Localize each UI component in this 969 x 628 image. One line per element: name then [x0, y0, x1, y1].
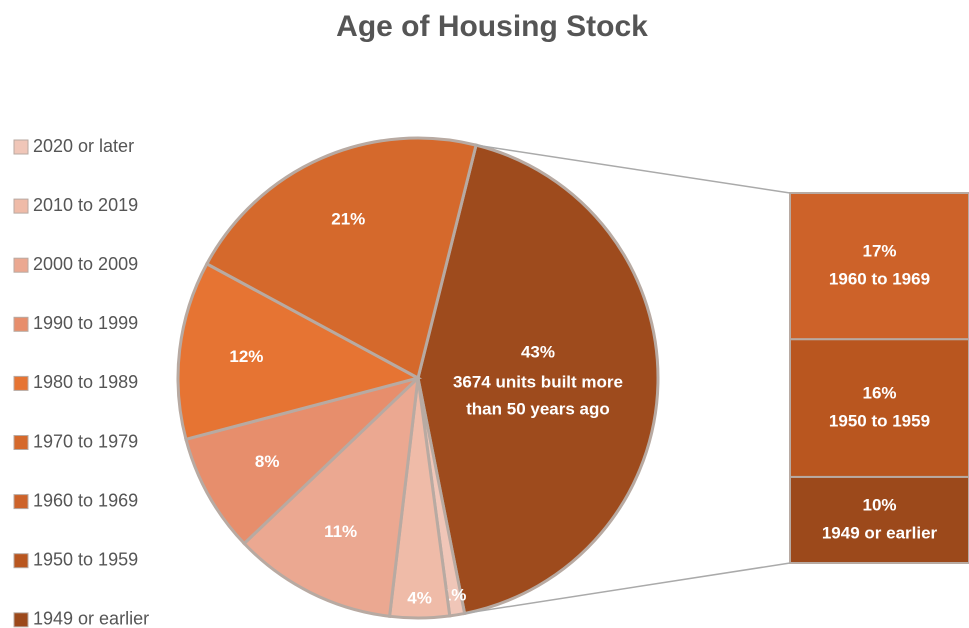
pie-slice [242, 374, 420, 618]
data-label: 17% [862, 242, 896, 261]
legend-swatch [13, 494, 29, 510]
pie-slice [416, 143, 660, 616]
pie-slice [184, 376, 420, 546]
bar-segment [789, 475, 969, 564]
legend-label: 1950 to 1959 [33, 549, 138, 569]
bar-segment [789, 192, 969, 341]
legend-swatch [13, 375, 29, 391]
pie-slice [176, 261, 423, 442]
legend-label: 1949 or earlier [33, 609, 149, 628]
data-label: 12% [229, 347, 263, 366]
legend-label: 1990 to 1999 [33, 313, 138, 333]
legend-swatch [13, 612, 29, 628]
legend-label: 2000 to 2009 [33, 254, 138, 274]
data-label: 1960 to 1969 [829, 270, 930, 289]
data-label: 3674 units built more [453, 372, 623, 391]
legend-swatch [13, 257, 29, 273]
data-label: 43% [521, 342, 555, 361]
data-label: than 50 years ago [466, 399, 610, 418]
data-label: 21% [331, 209, 365, 228]
legend-swatch [13, 553, 29, 569]
legend-label: 1970 to 1979 [33, 431, 138, 451]
pie-slice [204, 136, 478, 381]
data-label: 1949 or earlier [822, 523, 938, 542]
connector [464, 562, 791, 615]
legend-label: 1980 to 1989 [33, 372, 138, 392]
legend-label: 1960 to 1969 [33, 490, 138, 510]
data-label: 8% [255, 452, 280, 471]
chart-title: Age of Housing Stock [336, 10, 648, 43]
legend-label: 2020 or later [33, 136, 134, 156]
data-label: 11% [324, 522, 357, 541]
data-label: 4% [407, 588, 432, 607]
legend-swatch [13, 435, 29, 450]
data-label: 10% [862, 495, 896, 514]
legend-label: 2010 to 2019 [33, 195, 138, 215]
bar-segment [789, 338, 969, 478]
legend-swatch [13, 198, 29, 214]
data-label: 16% [862, 384, 896, 403]
connector [475, 144, 791, 194]
data-label: 1950 to 1959 [829, 412, 930, 431]
legend-swatch [13, 139, 29, 155]
legend-swatch [13, 316, 29, 332]
